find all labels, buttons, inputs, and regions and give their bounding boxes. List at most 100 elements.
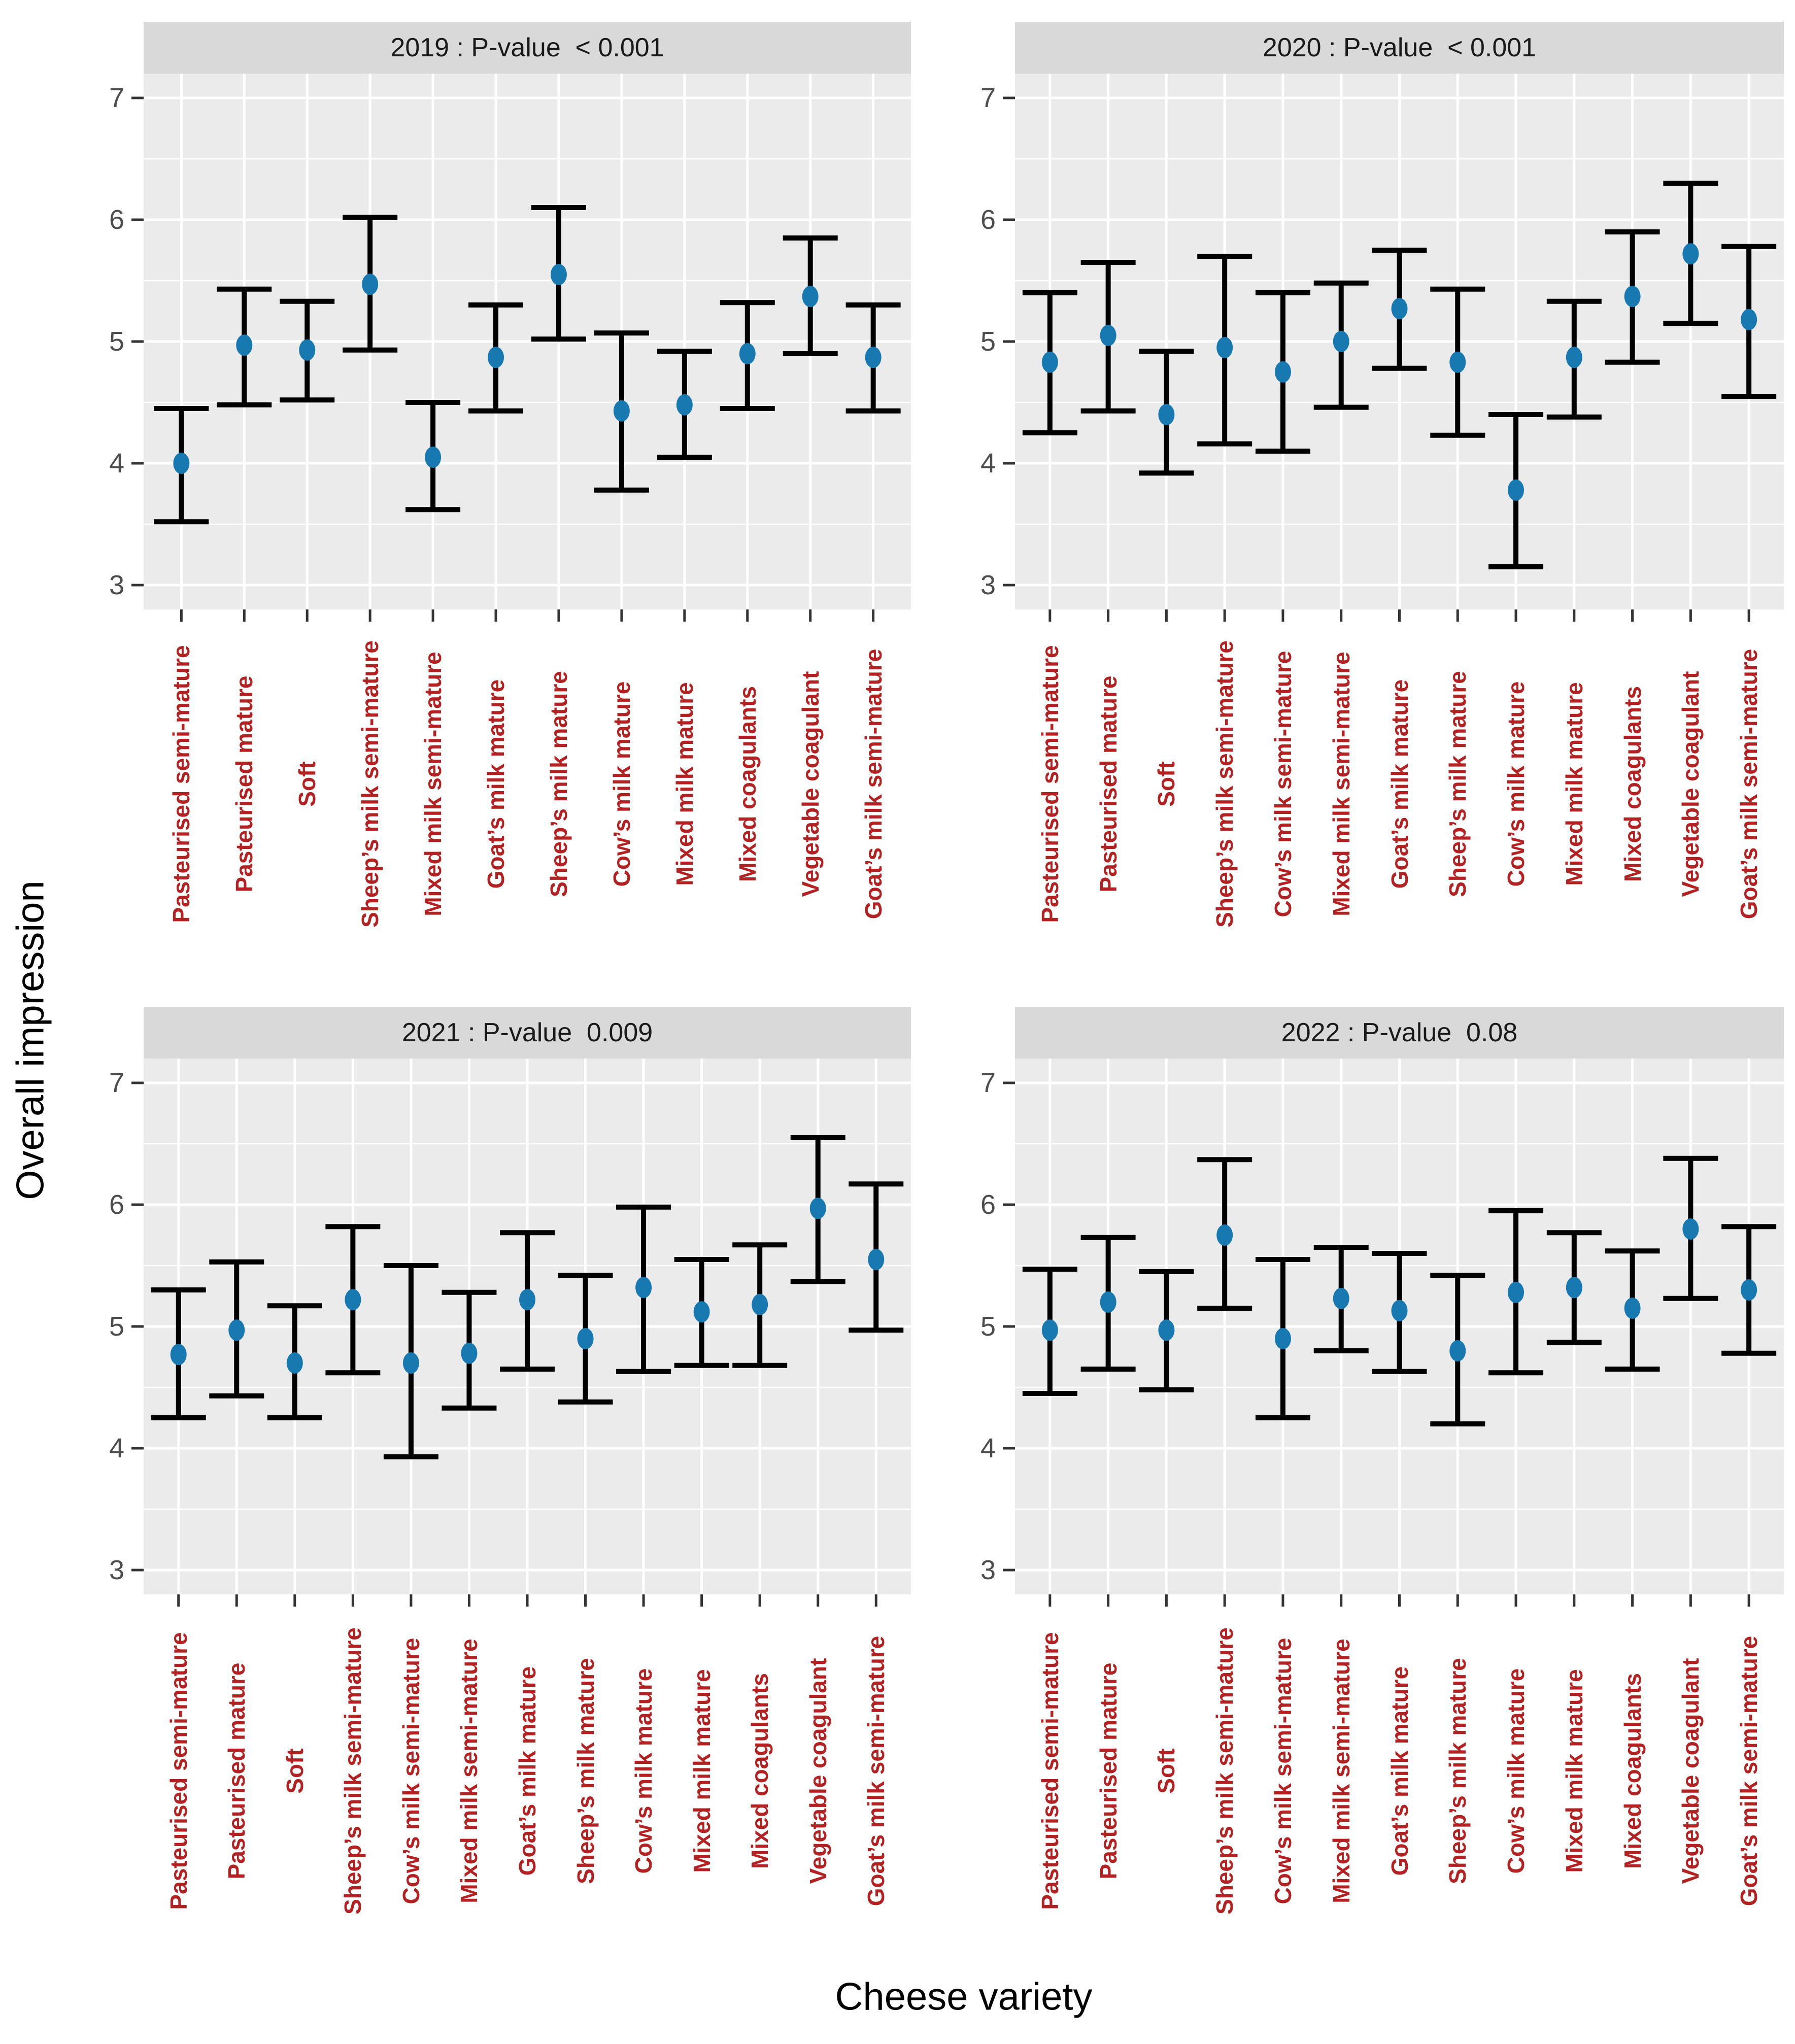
x-tick-label: Sheep’s milk mature: [1444, 671, 1471, 897]
x-tick-label: Mixed coagulants: [734, 686, 761, 882]
y-tick-label: 5: [109, 326, 124, 357]
x-tick-label: Goat’s milk semi-mature: [860, 649, 887, 919]
point-estimate: [802, 286, 819, 308]
point-estimate: [613, 400, 630, 422]
point-estimate: [1624, 286, 1641, 308]
x-tick-label: Mixed coagulants: [1619, 686, 1646, 882]
x-tick-label: Vegetable coagulant: [804, 1658, 831, 1884]
x-tick-label: Pasteurised semi-mature: [1036, 1632, 1063, 1910]
point-estimate: [868, 1249, 885, 1270]
y-tick-label: 3: [980, 570, 996, 600]
panel-title: 2019 : P-value < 0.001: [390, 33, 664, 62]
y-tick-label: 3: [109, 1555, 124, 1585]
point-estimate: [1158, 404, 1175, 425]
x-tick-label: Mixed milk semi-mature: [456, 1639, 483, 1903]
x-tick-label: Cow’s milk semi-mature: [1269, 1638, 1296, 1904]
panel-plot-2022: [1003, 1059, 1784, 1607]
x-tick-label: Soft: [1153, 1748, 1180, 1794]
y-tick-label: 4: [109, 1433, 124, 1463]
y-tick-label: 7: [109, 83, 124, 113]
point-estimate: [1216, 1224, 1233, 1246]
point-estimate: [1449, 351, 1466, 373]
point-estimate: [1566, 1277, 1582, 1299]
point-estimate: [1566, 347, 1582, 368]
x-tick-label: Mixed milk mature: [671, 682, 698, 886]
y-tick-label: 3: [109, 570, 124, 600]
point-estimate: [1216, 337, 1233, 358]
y-tick-label: 4: [109, 448, 124, 479]
x-tick-label: Cow’s milk mature: [1503, 1668, 1530, 1874]
point-estimate: [236, 334, 253, 356]
y-tick-label: 7: [980, 1068, 996, 1098]
x-tick-label: Goat’s milk semi-mature: [1736, 1636, 1763, 1906]
x-tick-label: Soft: [1153, 761, 1180, 807]
x-tick-label: Pasteurised mature: [231, 675, 258, 893]
x-tick-label: Vegetable coagulant: [1677, 671, 1704, 897]
point-estimate: [739, 343, 756, 364]
point-estimate: [362, 274, 379, 295]
x-tick-label: Mixed milk mature: [688, 1669, 715, 1873]
x-tick-label: Mixed milk semi-mature: [1328, 652, 1354, 916]
y-tick-label: 7: [980, 83, 996, 113]
x-tick-label: Pasteurised semi-mature: [165, 1632, 192, 1910]
point-estimate: [550, 264, 567, 285]
x-tick-label: Cow’s milk mature: [608, 681, 635, 887]
point-estimate: [1391, 298, 1408, 320]
point-estimate: [635, 1277, 652, 1299]
point-estimate: [1274, 1328, 1291, 1349]
x-tick-label: Sheep’s milk semi-mature: [340, 1627, 366, 1915]
point-estimate: [173, 453, 190, 474]
x-tick-label: Vegetable coagulant: [1677, 1658, 1704, 1884]
point-estimate: [299, 339, 316, 361]
y-tick-label: 6: [109, 1189, 124, 1220]
point-estimate: [1741, 309, 1757, 330]
point-estimate: [1682, 1218, 1699, 1240]
x-tick-label: Sheep’s milk mature: [572, 1658, 599, 1884]
point-estimate: [676, 394, 693, 416]
x-tick-label: Cow’s milk semi-mature: [1269, 651, 1296, 917]
x-tick-label: Mixed coagulants: [1619, 1673, 1646, 1869]
y-tick-label: 5: [109, 1311, 124, 1342]
point-estimate: [1333, 331, 1349, 352]
x-tick-label: Soft: [281, 1748, 308, 1794]
y-tick-label: 4: [980, 1433, 996, 1463]
x-tick-label: Goat’s milk mature: [514, 1666, 540, 1876]
point-estimate: [1100, 1291, 1116, 1313]
point-estimate: [1741, 1279, 1757, 1301]
y-tick-label: 6: [109, 205, 124, 235]
x-axis-title: Cheese variety: [835, 1975, 1093, 2019]
x-tick-label: Mixed milk semi-mature: [1328, 1639, 1354, 1903]
point-estimate: [1158, 1319, 1175, 1341]
panel-strip-2019: 2019 : P-value < 0.001: [144, 22, 911, 74]
point-estimate: [1333, 1287, 1349, 1309]
x-tick-label: Goat’s milk mature: [1386, 679, 1413, 889]
point-estimate: [488, 347, 504, 368]
panel-strip-2021: 2021 : P-value 0.009: [144, 1007, 911, 1059]
panel-plot-2020: [1003, 74, 1784, 622]
y-tick-label: 6: [980, 205, 996, 235]
panel-title: 2022 : P-value 0.08: [1281, 1018, 1518, 1047]
point-estimate: [170, 1344, 187, 1366]
x-tick-label: Pasteurised mature: [1095, 1662, 1122, 1880]
point-estimate: [345, 1289, 361, 1311]
panel-plot-2021: [131, 1059, 911, 1607]
x-tick-label: Goat’s milk semi-mature: [1736, 649, 1763, 919]
x-tick-label: Sheep’s milk mature: [1444, 1658, 1471, 1884]
panel-title: 2020 : P-value < 0.001: [1262, 33, 1537, 62]
x-tick-label: Pasteurised semi-mature: [1036, 645, 1063, 923]
x-tick-label: Goat’s milk mature: [1386, 1666, 1413, 1876]
x-tick-label: Cow’s milk mature: [630, 1668, 657, 1874]
point-estimate: [402, 1352, 419, 1374]
point-estimate: [1274, 361, 1291, 383]
x-tick-label: Cow’s milk semi-mature: [397, 1638, 424, 1904]
x-tick-label: Mixed coagulants: [747, 1673, 773, 1869]
point-estimate: [1041, 351, 1058, 373]
point-estimate: [228, 1319, 245, 1341]
point-estimate: [752, 1293, 768, 1315]
x-tick-label: Pasteurised semi-mature: [168, 645, 195, 923]
point-estimate: [693, 1301, 710, 1323]
point-estimate: [1682, 243, 1699, 265]
y-tick-label: 3: [980, 1555, 996, 1585]
x-tick-label: Pasteurised mature: [223, 1662, 250, 1880]
